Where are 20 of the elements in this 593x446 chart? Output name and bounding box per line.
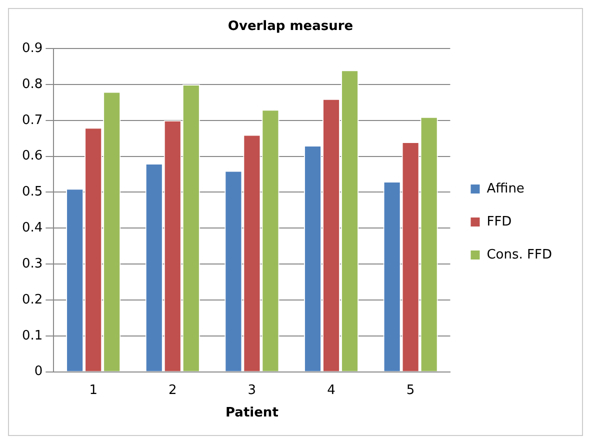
y-tick-label: 0.8 (22, 76, 43, 92)
y-tick-label: 0.4 (22, 220, 43, 236)
y-tick-label: 0.1 (22, 328, 43, 344)
y-tick-label: 0.2 (22, 292, 43, 308)
chart-title: Overlap measure (228, 19, 354, 34)
legend-label: FFD (486, 214, 512, 230)
x-tick-label: 2 (168, 382, 177, 398)
legend-label: Affine (486, 181, 524, 196)
y-tick-label: 0 (34, 364, 43, 380)
y-tick-label: 0.5 (22, 184, 43, 200)
x-tick-label: 5 (406, 382, 415, 398)
x-tick-label: 1 (89, 382, 98, 398)
y-tick-label: 0.9 (22, 40, 43, 56)
legend-label: Cons. FFD (486, 247, 552, 262)
y-tick-label: 0.7 (22, 112, 43, 128)
x-axis-title: Patient (225, 406, 278, 421)
x-tick-label: 4 (327, 382, 336, 398)
x-tick-label: 3 (248, 382, 256, 398)
y-tick-label: 0.3 (22, 256, 43, 272)
y-tick-label: 0.6 (22, 148, 43, 164)
